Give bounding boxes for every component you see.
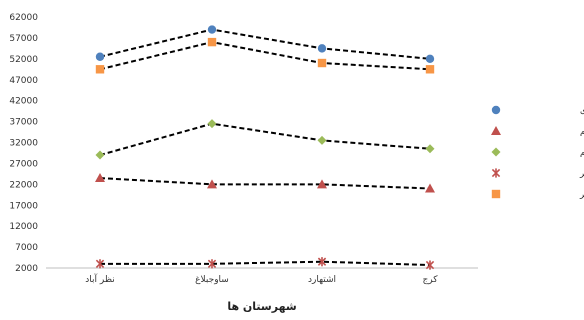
series (95, 119, 435, 160)
y-axis: 2000 7000 12000 17000 22000 27000 32000 37000 42… (9, 13, 38, 274)
data-point (317, 257, 327, 267)
series-line (99, 177, 431, 190)
x-tick-label: ساوجبلاغ (195, 275, 229, 285)
series-line (99, 28, 431, 60)
data-point (207, 25, 217, 34)
legend-label: کل انرژی ورودی (580, 106, 584, 116)
legend-label: انرژی تجدیدپذیر (579, 169, 584, 179)
legend-marker (491, 168, 501, 178)
y-tick-label: 17000 (9, 201, 38, 211)
data-point (95, 52, 105, 61)
x-axis-title: شهرستان ها (227, 300, 296, 313)
data-point (95, 65, 105, 74)
y-tick-label: 52000 (9, 55, 38, 65)
y-tick-label: 37000 (9, 118, 38, 128)
data-point (207, 259, 217, 269)
series-group (95, 25, 435, 270)
data-point (207, 119, 217, 129)
data-point (317, 179, 327, 189)
y-tick-label: 27000 (9, 159, 38, 169)
series (95, 25, 435, 64)
legend-marker (491, 126, 501, 135)
data-point (95, 173, 105, 183)
y-tick-label: 2000 (15, 264, 38, 274)
data-point (317, 135, 327, 145)
legend-label: انرژی های غیرمستقیم (580, 148, 584, 158)
y-tick-label: 57000 (9, 34, 38, 44)
data-point (95, 259, 105, 269)
data-point (317, 58, 327, 68)
x-axis: نظر آباد ساوجبلاغ اشتهارد کرج (46, 267, 478, 285)
data-point (207, 37, 217, 47)
data-point (425, 144, 435, 154)
y-tick-label: 32000 (9, 139, 38, 149)
legend-label: انرژی غیرتجدیدپذیر (579, 190, 584, 200)
legend-marker (491, 105, 501, 115)
series (95, 173, 435, 193)
legend-marker (491, 189, 501, 199)
series (95, 37, 435, 74)
y-tick-label: 42000 (9, 97, 38, 107)
data-point (425, 54, 435, 64)
series (95, 257, 435, 270)
data-point (425, 260, 435, 270)
y-tick-label: 62000 (9, 13, 38, 23)
legend-label: انرژی های مستقیم (580, 127, 584, 137)
data-point (207, 179, 217, 189)
legend: کل انرژی ورودی انرژی های مستقیم انرژی های … (491, 105, 584, 200)
x-tick-label: کرج (422, 275, 438, 285)
x-tick-label: اشتهارد (308, 275, 336, 285)
series-line (100, 260, 431, 267)
series-line (99, 122, 431, 157)
data-point (425, 183, 435, 193)
data-point (425, 65, 435, 74)
y-tick-label: 12000 (9, 222, 38, 232)
data-point (317, 44, 327, 53)
data-point (95, 150, 105, 160)
y-tick-label: 22000 (9, 180, 38, 190)
y-tick-label: 47000 (9, 76, 38, 86)
series-line (99, 41, 431, 71)
y-tick-label: 7000 (15, 243, 38, 253)
legend-marker (491, 147, 501, 157)
x-tick-label: نظر آباد (85, 273, 114, 285)
